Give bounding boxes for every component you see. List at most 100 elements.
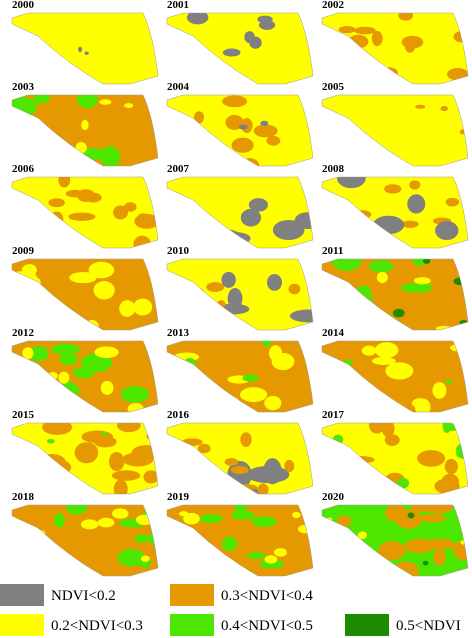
map-patch — [33, 544, 46, 552]
map-patch — [124, 103, 133, 108]
map-panel: 2014 — [318, 327, 472, 417]
map-patch — [419, 514, 445, 522]
map-patch — [23, 289, 43, 300]
map-panel: 2016 — [163, 409, 315, 499]
map-patch — [393, 309, 405, 318]
year-label: 2014 — [322, 327, 345, 339]
legend-swatch — [0, 584, 44, 606]
map-patch — [192, 565, 211, 579]
map-patch — [54, 381, 79, 401]
map-patch — [77, 91, 98, 108]
map-panel: 2003 — [6, 81, 160, 168]
map-patch — [44, 556, 69, 569]
map-patch — [232, 484, 257, 490]
year-label: 2001 — [167, 0, 189, 11]
map-patch — [425, 501, 452, 514]
map-patch — [330, 554, 349, 570]
year-label: 2003 — [12, 81, 35, 93]
map-patch — [344, 563, 354, 569]
legend-label: 0.2<NDVI<0.3 — [51, 618, 143, 634]
map-patch — [417, 450, 445, 467]
map-patch — [407, 194, 425, 213]
year-label: 2009 — [12, 245, 35, 257]
map-patch — [81, 519, 99, 529]
map-patch — [146, 432, 162, 441]
map-patch — [456, 257, 467, 264]
map-patch — [59, 354, 78, 365]
map-patch — [98, 518, 114, 528]
map-base — [8, 250, 160, 332]
map-panel: 2004 — [163, 81, 315, 172]
map-patch — [328, 561, 335, 568]
map-patch — [262, 338, 272, 347]
map-patch — [328, 195, 343, 211]
map-patch — [339, 26, 356, 33]
map-patch — [435, 221, 458, 240]
map-patch — [66, 499, 87, 515]
map-patch — [30, 553, 54, 568]
map-patch — [274, 548, 287, 557]
map-patch — [38, 454, 66, 470]
map-patch — [42, 420, 72, 435]
map-base — [163, 414, 315, 496]
map-patch — [124, 202, 136, 211]
legend-label: 0.4<NDVI<0.5 — [221, 618, 313, 634]
map-patch — [239, 158, 259, 172]
map-patch — [7, 392, 42, 402]
map-patch — [292, 512, 301, 518]
map-patch — [58, 372, 69, 384]
map-patch — [121, 386, 149, 403]
map-area — [318, 86, 470, 168]
map-patch — [350, 139, 357, 146]
map-patch — [320, 360, 344, 372]
map-patch — [445, 459, 458, 474]
map-patch — [409, 180, 420, 189]
map-patch — [94, 346, 118, 357]
map-patch — [190, 560, 208, 571]
map-patch — [380, 401, 395, 411]
map-patch — [251, 516, 276, 527]
year-label: 2016 — [167, 409, 190, 421]
legend: NDVI<0.20.2<NDVI<0.30.3<NDVI<0.40.4<NDVI… — [0, 584, 461, 636]
map-patch — [353, 72, 370, 81]
map-patch — [206, 282, 224, 292]
map-panel: 2000 — [8, 0, 160, 86]
map-area — [6, 86, 160, 168]
map-patch — [6, 97, 37, 117]
map-patch — [50, 212, 63, 227]
map-patch — [289, 284, 301, 294]
map-patch — [408, 512, 415, 518]
map-patch — [19, 553, 43, 563]
map-patch — [264, 555, 277, 563]
map-patch — [362, 346, 376, 356]
map-patch — [267, 274, 282, 291]
map-patch — [51, 310, 72, 324]
map-patch — [358, 474, 368, 480]
map-patch — [85, 52, 89, 55]
map-patch — [200, 514, 223, 523]
map-patch — [244, 31, 255, 43]
map-patch — [433, 550, 446, 566]
map-patch — [321, 445, 339, 451]
map-panel: 2019 — [163, 491, 315, 578]
year-label: 2006 — [12, 163, 35, 175]
map-patch — [434, 478, 459, 493]
map-patch — [134, 535, 151, 543]
map-patch — [170, 524, 182, 535]
map-patch — [47, 439, 55, 443]
map-patch — [385, 505, 406, 522]
map-patch — [360, 76, 370, 86]
legend-swatch — [170, 584, 214, 606]
map-patch — [415, 105, 425, 109]
year-label: 2005 — [322, 81, 345, 93]
map-area — [163, 168, 321, 256]
map-patch — [239, 125, 248, 130]
map-patch — [232, 138, 254, 153]
map-patch — [377, 272, 388, 283]
map-panel: 2006 — [8, 163, 160, 253]
map-patch — [58, 172, 70, 187]
map-patch — [249, 198, 268, 212]
map-patch — [28, 540, 48, 553]
map-area — [318, 4, 470, 86]
map-patch — [55, 563, 79, 573]
